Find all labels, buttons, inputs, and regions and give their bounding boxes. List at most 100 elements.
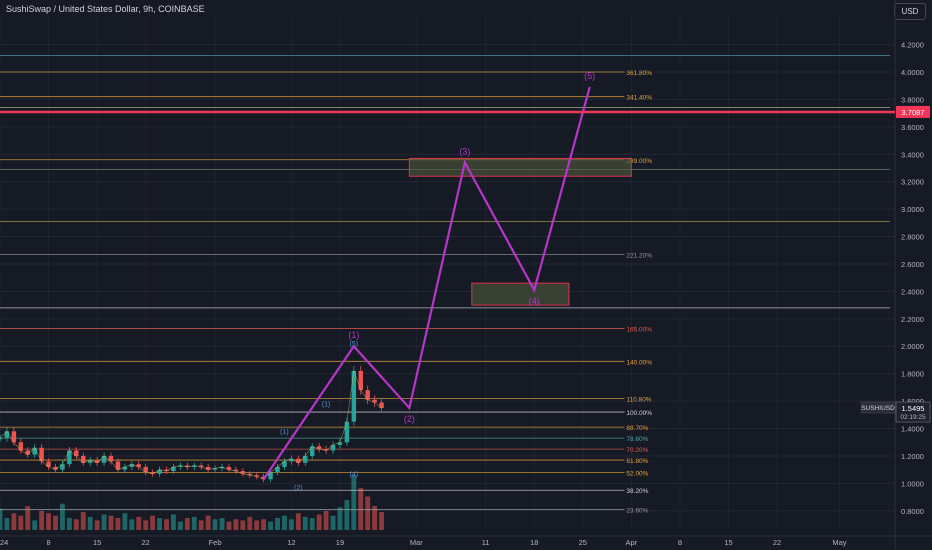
volume-bar [198,520,204,530]
price-marker-badge [896,105,930,118]
y-tick-label: 2.8000 [901,233,924,242]
x-tick-label: 12 [287,538,295,547]
x-tick-label: 22 [142,538,150,547]
candle-body [87,460,93,463]
x-tick-label: May [832,538,846,547]
candle-body [74,450,79,456]
y-tick-label: 1.2000 [901,452,924,461]
plot-area [0,16,895,530]
volume-bar [94,520,100,530]
current-price-badge [895,401,931,423]
candle-body [372,399,377,403]
candle-body [247,473,252,476]
volume-bar [4,518,10,530]
fib-level-label: 289.00% [626,158,652,165]
fib-levels: 361.80% 341.40% 289.00% 221.20% 165.00% 140.0… [0,55,890,514]
volume-bar [177,521,183,530]
sub-wave-label: (2) [294,485,303,492]
candle-body [4,431,10,439]
candle-body [309,446,315,456]
volume-bar [11,513,17,530]
volume-bar [129,519,135,530]
candle-body [164,469,169,472]
candle-body [268,472,273,480]
y-tick-label: 0.8000 [901,507,924,516]
volume-bar [60,503,65,530]
volume-bar [32,520,38,530]
candle-body [185,465,190,467]
y-tick-label: 3.0000 [901,205,924,214]
sub-wave-label: (5) [350,341,359,348]
candle-body [11,431,17,443]
chart-title: SushiSwap / United States Dollar, 9h, CO… [6,4,205,14]
candle-body [198,465,204,467]
candle-body [365,390,370,400]
volume-bar [302,516,308,530]
candle-body [275,466,280,473]
candle-body [205,466,211,470]
candle-body [323,449,329,451]
volume-bar [205,515,211,530]
fib-level-label: 70.20% [626,447,648,454]
candle-body [157,469,162,474]
symbol-label: SUSHIUSD [861,405,895,412]
fib-level-label: 165.00% [626,326,652,333]
wave-label: (4) [529,296,540,306]
volume-bar [53,515,58,530]
y-tick-label: 2.2000 [901,315,924,324]
fib-level-label: 140.00% [626,359,652,366]
volume-bar [150,515,156,530]
grid-lines [0,16,895,530]
wave-label: (1) [348,330,359,340]
volume-bar [268,521,274,530]
volume-bars [0,475,385,530]
y-tick-label: 2.0000 [901,342,924,351]
volume-bar [101,514,107,530]
y-tick-label: 3.4000 [901,150,924,159]
volume-bar [80,512,86,530]
fib-level-label: 110.80% [626,396,651,403]
x-tick-label: 15 [93,538,101,547]
sub-wave-label: (1) [280,429,289,436]
y-axis: 4.2000 4.0000 3.8000 3.6000 3.4000 3.2000 3.00… [894,0,924,550]
x-tick-label: 18 [530,538,538,547]
x-tick-label: Apr [626,538,638,547]
fib-level-label: 361.80% [626,70,652,77]
fib-level-label: 38.20% [626,488,648,495]
y-tick-label: 3.2000 [901,178,924,187]
candle-body [379,402,384,408]
y-tick-label: 3.8000 [901,95,924,104]
candle-body [122,466,128,470]
fib-level-label: 100.00% [626,410,652,417]
volume-bar [191,516,197,530]
candle-body [240,471,246,474]
y-tick-label: 2.6000 [901,260,924,269]
volume-bar [247,516,253,530]
volume-bar [275,518,280,530]
candle-body [108,455,114,462]
candle-body [81,455,86,463]
candle-body [219,466,225,469]
candle-body [351,370,357,422]
candle-body [178,465,183,467]
x-tick-label: 19 [336,538,344,547]
volume-bar [87,516,93,530]
volume-bar [372,506,378,530]
target-zone [471,282,570,306]
current-price-value: 1.5495 [902,404,925,413]
candle-body [344,421,350,443]
volume-bar [316,514,322,530]
wave-path [262,86,591,480]
volume-bar [171,514,176,530]
candle-body [129,464,135,467]
price-series [0,365,384,483]
wave-projection: (1)(2)(3)(4)(5)(1)(2)(1)(4)(5) [262,71,595,492]
volume-bar [323,510,329,530]
candle-body [254,475,259,477]
volume-bar [25,506,31,530]
close-line [0,370,382,480]
candle-body [150,472,155,474]
target-zone [408,157,632,177]
